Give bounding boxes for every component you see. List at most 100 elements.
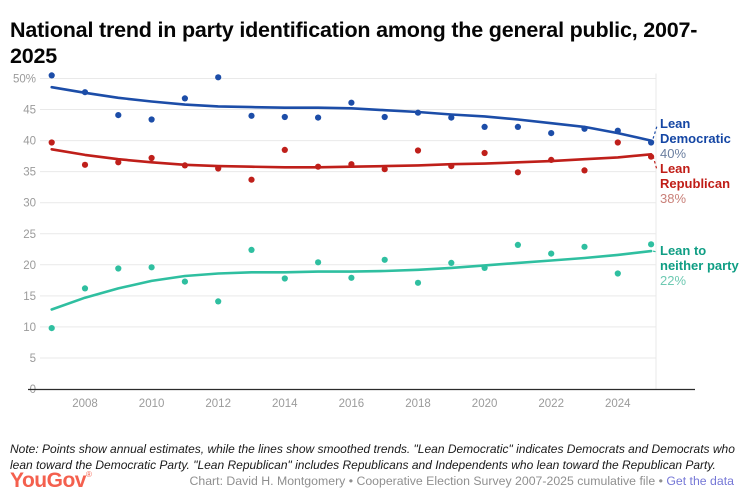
y-tick-label: 10 [23, 322, 36, 334]
series-end-value: 40% [660, 146, 687, 162]
label-connector [652, 250, 658, 253]
series-name: Lean Republican [660, 161, 731, 191]
data-point-1 [81, 161, 89, 168]
data-point-1 [448, 163, 455, 170]
data-point-1 [281, 146, 288, 153]
data-point-2 [148, 264, 155, 271]
series-label-lean-democratic: Lean Democratic 40% [660, 116, 742, 162]
data-point-1 [181, 162, 188, 169]
data-point-1 [548, 156, 555, 163]
data-point-2 [248, 246, 255, 253]
data-point-2 [481, 264, 488, 271]
data-point-0 [181, 95, 188, 102]
data-point-0 [115, 112, 122, 119]
data-point-0 [81, 89, 89, 96]
x-tick-label: 2018 [405, 398, 431, 410]
yougov-logo-text: YouGov [10, 469, 86, 492]
data-point-0 [548, 130, 555, 137]
data-point-0 [148, 116, 155, 123]
data-point-1 [414, 147, 422, 154]
data-point-0 [48, 72, 55, 79]
get-the-data-link[interactable]: Get the data [666, 474, 734, 488]
data-point-1 [481, 149, 488, 157]
data-point-2 [348, 274, 355, 281]
data-point-2 [181, 278, 188, 285]
trend-line-2 [50, 249, 653, 311]
data-point-1 [248, 176, 255, 183]
data-point-2 [581, 243, 588, 250]
series-end-value: 38% [660, 191, 687, 207]
data-point-2 [215, 298, 222, 305]
data-point-1 [581, 167, 588, 174]
data-point-1 [614, 139, 621, 146]
data-point-0 [315, 114, 322, 121]
data-point-2 [414, 279, 422, 286]
data-point-1 [315, 163, 322, 170]
data-point-2 [648, 241, 655, 248]
x-tick-label: 2012 [205, 398, 231, 410]
y-tick-label: 35 [23, 167, 36, 179]
series-label-lean-republican: Lean Republican 38% [660, 161, 742, 207]
x-tick-label: 2020 [472, 398, 498, 410]
label-connector [652, 156, 658, 171]
footer: YouGov® Chart: David H. Montgomery • Coo… [10, 468, 734, 494]
data-point-0 [581, 125, 588, 132]
y-tick-label: 45 [23, 105, 36, 117]
x-tick-label: 2024 [605, 398, 631, 410]
data-point-1 [215, 165, 222, 172]
data-point-0 [614, 127, 621, 134]
data-point-0 [281, 113, 288, 121]
note-text: Note: Points show annual estimates, whil… [10, 442, 735, 472]
data-point-0 [448, 114, 455, 121]
data-point-0 [248, 112, 255, 119]
y-tick-label: 5 [30, 353, 36, 365]
data-point-1 [381, 166, 388, 173]
data-point-2 [448, 259, 455, 266]
data-point-0 [414, 109, 422, 116]
data-point-1 [48, 139, 55, 146]
data-point-0 [215, 74, 222, 81]
data-point-1 [148, 154, 155, 162]
data-point-2 [81, 285, 89, 292]
label-connector [652, 125, 658, 139]
data-point-0 [514, 123, 522, 130]
y-tick-label: 50% [13, 74, 36, 86]
chart-title: National trend in party identification a… [10, 18, 698, 68]
data-point-1 [648, 153, 655, 160]
y-tick-label: 25 [23, 229, 36, 241]
trend-line-0 [50, 85, 653, 142]
data-point-2 [48, 325, 55, 332]
x-tick-label: 2016 [339, 398, 365, 410]
data-point-2 [115, 265, 122, 272]
data-point-2 [614, 270, 621, 277]
data-point-2 [381, 256, 388, 263]
y-tick-label: 30 [23, 198, 36, 210]
x-tick-label: 2008 [72, 398, 98, 410]
data-point-2 [514, 241, 522, 248]
series-end-value: 22% [660, 273, 687, 289]
x-tick-label: 2022 [538, 398, 564, 410]
credit-text: Chart: David H. Montgomery • Cooperative… [189, 474, 667, 488]
yougov-logo: YouGov® [10, 469, 92, 493]
data-point-0 [648, 139, 655, 146]
chart-credit: Chart: David H. Montgomery • Cooperative… [190, 474, 735, 488]
data-point-1 [115, 159, 122, 166]
data-point-1 [514, 169, 522, 176]
series-label-lean-neither: Lean to neither party 22% [660, 243, 742, 289]
x-tick-label: 2010 [139, 398, 165, 410]
data-point-0 [348, 99, 355, 106]
registered-mark: ® [85, 470, 92, 479]
data-point-2 [281, 275, 288, 282]
y-tick-label: 15 [23, 291, 36, 303]
data-point-1 [348, 161, 355, 168]
x-tick-label: 2014 [272, 398, 298, 410]
y-tick-label: 20 [23, 260, 36, 272]
data-point-2 [315, 259, 322, 266]
series-name: Lean Democratic [660, 116, 731, 146]
data-point-2 [548, 250, 555, 257]
series-name: Lean to neither party [660, 243, 739, 273]
data-point-0 [481, 123, 488, 130]
data-point-0 [381, 113, 388, 121]
